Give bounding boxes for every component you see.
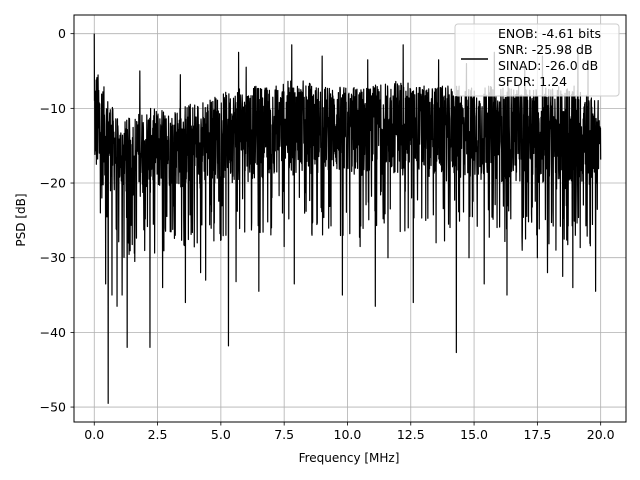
x-tick-label: 20.0: [587, 427, 615, 442]
legend-entry-label: ENOB: -4.61 bits SNR: -25.98 dB SINAD: -26…: [498, 26, 601, 89]
y-tick-label: −10: [40, 101, 66, 116]
x-tick-label: 15.0: [460, 427, 488, 442]
legend-text-line: SNR: -25.98 dB: [498, 42, 593, 57]
legend-text-line: ENOB: -4.61 bits: [498, 26, 601, 41]
plot-frame: [73, 14, 627, 423]
legend-text-line: SINAD: -26.0 dB: [498, 58, 598, 73]
x-tick-label: 12.5: [397, 427, 425, 442]
y-axis-ticks: 0 −10 −20 −30 −40 −50: [40, 26, 74, 415]
legend: ENOB: -4.61 bits SNR: -25.98 dB SINAD: -26…: [454, 23, 620, 97]
x-tick-label: 10.0: [334, 427, 362, 442]
psd-series-line: [93, 33, 602, 404]
y-tick-label: 0: [58, 26, 66, 41]
y-tick-label: −40: [40, 325, 66, 340]
x-tick-label: 2.5: [148, 427, 168, 442]
x-axis-label: Frequency [MHz]: [299, 451, 400, 465]
y-tick-label: −20: [40, 176, 66, 191]
y-tick-label: −50: [40, 400, 66, 415]
x-tick-label: 0.0: [84, 427, 104, 442]
x-tick-label: 7.5: [274, 427, 294, 442]
x-axis-ticks: 0.0 2.5 5.0 7.5 10.0 12.5 15.0 17.5 20.0: [84, 422, 615, 442]
y-axis-label: PSD [dB]: [14, 193, 28, 246]
x-tick-label: 5.0: [211, 427, 231, 442]
y-tick-label: −30: [40, 250, 66, 265]
x-tick-label: 17.5: [523, 427, 551, 442]
legend-box: [454, 23, 620, 97]
series-layer: [93, 33, 602, 404]
legend-text-line: SFDR: 1.24: [498, 74, 567, 89]
